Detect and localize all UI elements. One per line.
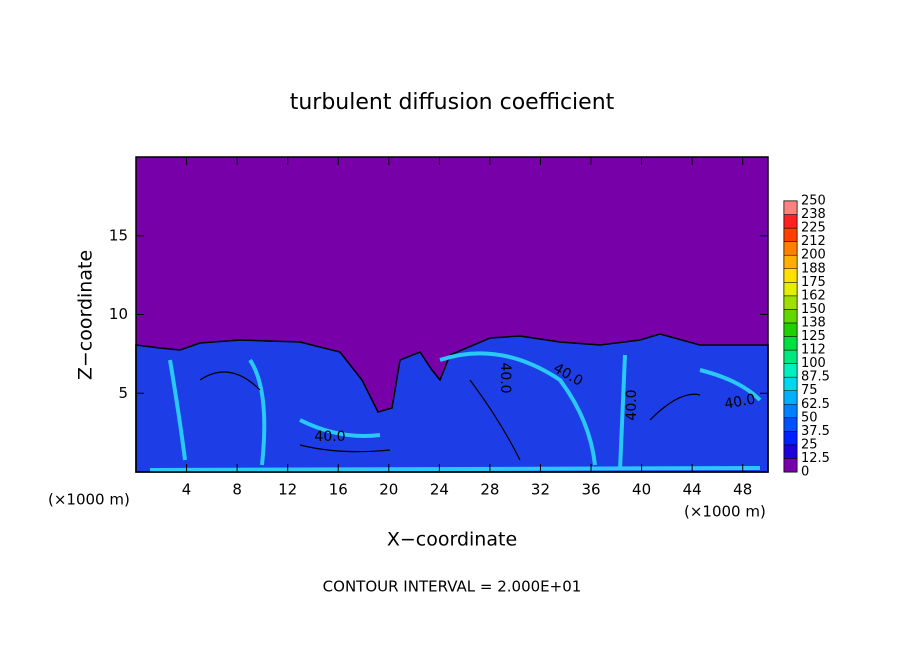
colorbar-band	[783, 322, 798, 337]
colorbar-band	[783, 376, 798, 391]
colorbar-band	[783, 349, 798, 364]
colorbar-label: 175	[801, 275, 826, 290]
x-tick-label: 36	[581, 481, 600, 499]
y-axis-label: Z−coordinate	[75, 250, 97, 380]
colorbar-band	[783, 268, 798, 283]
x-tick-label: 4	[182, 481, 192, 499]
colorbar-band	[783, 390, 798, 405]
colorbar-band	[783, 458, 798, 473]
x-unit: (×1000 m)	[48, 491, 130, 509]
colorbar-label: 162	[801, 288, 826, 303]
x-unit: (×1000 m)	[684, 503, 766, 521]
contour-label: 40.0	[723, 391, 756, 412]
colorbar-label: 87.5	[801, 370, 830, 385]
contour-label: 40.0	[624, 389, 640, 420]
x-tick-label: 24	[430, 481, 449, 499]
field	[135, 157, 769, 473]
x-tick-label: 32	[531, 481, 550, 499]
contour-label: 40.0	[314, 429, 345, 445]
colorbar-label: 100	[801, 356, 826, 371]
colorbar-label: 125	[801, 329, 826, 344]
colorbar-band	[783, 404, 798, 419]
colorbar-band	[783, 444, 798, 459]
y-tick-label: 10	[109, 305, 128, 323]
colorbar-label: 212	[801, 234, 826, 249]
x-tick-label: 44	[683, 481, 702, 499]
colorbar-band	[783, 254, 798, 269]
colorbar-label: 200	[801, 248, 826, 263]
colorbar-band	[783, 227, 798, 242]
x-axis-label: X−coordinate	[387, 529, 517, 551]
colorbar-label: 150	[801, 302, 826, 317]
footer: CONTOUR INTERVAL = 2.000E+01	[323, 578, 582, 596]
colorbar-band	[783, 336, 798, 351]
y-tick-label: 5	[118, 384, 128, 402]
colorbar-label: 0	[801, 465, 809, 480]
colorbar-label: 250	[801, 194, 826, 209]
colorbar-band	[783, 214, 798, 229]
colorbar-band	[783, 200, 798, 215]
colorbar-label: 12.5	[801, 451, 830, 466]
x-tick-label: 16	[329, 481, 348, 499]
x-tick-label: 48	[733, 481, 752, 499]
colorbar-band	[783, 282, 798, 297]
colorbar-band	[783, 309, 798, 324]
x-tick-label: 12	[278, 481, 297, 499]
x-tick-label: 20	[379, 481, 398, 499]
colorbar-label: 238	[801, 207, 826, 222]
colorbar-label: 75	[801, 383, 818, 398]
colorbar-label: 225	[801, 221, 826, 236]
colorbar-band	[783, 431, 798, 446]
colorbar-label: 37.5	[801, 424, 830, 439]
colorbar-band	[783, 241, 798, 256]
colorbar-label: 62.5	[801, 397, 830, 412]
chart-title: turbulent diffusion coefficient	[290, 90, 615, 115]
colorbar-label: 50	[801, 410, 818, 425]
colorbar-band	[783, 363, 798, 378]
colorbar-band	[783, 417, 798, 432]
x-tick-label: 40	[632, 481, 651, 499]
contour-label: 40.0	[497, 362, 513, 393]
x-tick-label: 28	[480, 481, 499, 499]
colorbar-label: 112	[801, 343, 826, 358]
colorbar-label: 25	[801, 437, 818, 452]
x-tick-label: 8	[232, 481, 242, 499]
colorbar-label: 188	[801, 261, 826, 276]
colorbar-label: 138	[801, 315, 826, 330]
y-tick-label: 15	[109, 226, 128, 244]
colorbar-band	[783, 295, 798, 310]
